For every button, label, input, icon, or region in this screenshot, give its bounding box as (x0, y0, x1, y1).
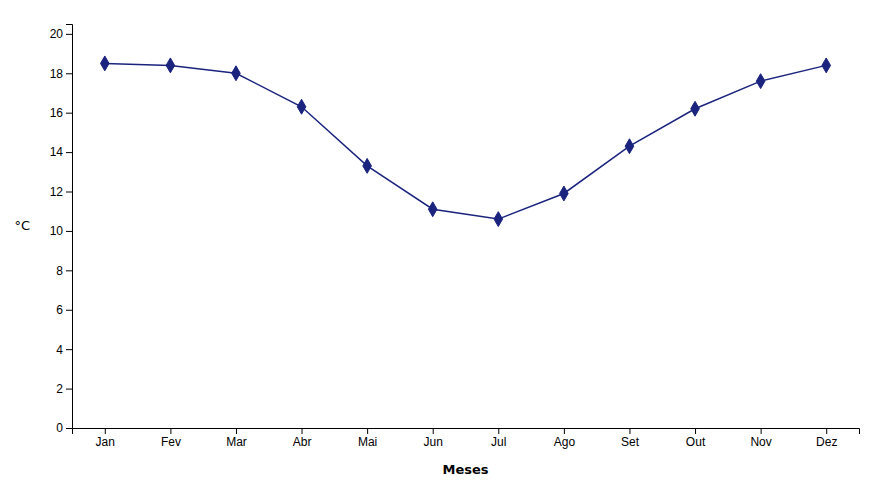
x-axis-line (73, 429, 860, 435)
x-tick: Mar (226, 428, 247, 449)
x-tick-label: Mar (226, 435, 247, 449)
y-tick: 14 (50, 145, 72, 159)
x-tick: Jun (424, 428, 443, 449)
x-tick-label: Dez (816, 435, 837, 449)
marker (560, 186, 569, 201)
y-tick-mark (66, 152, 72, 153)
x-tick-mark (367, 428, 368, 434)
y-tick: 8 (56, 264, 72, 278)
x-tick-label: Fev (161, 435, 181, 449)
y-tick-label: 12 (50, 185, 64, 199)
y-tick-label: 4 (56, 343, 63, 357)
x-tick-label: Set (621, 435, 640, 449)
x-tick-label: Nov (750, 435, 771, 449)
y-tick: 4 (56, 343, 72, 357)
y-tick-mark (66, 310, 72, 311)
x-tick-label: Ago (554, 435, 576, 449)
y-tick-mark (66, 192, 72, 193)
y-tick-label: 2 (56, 382, 63, 396)
x-tick-mark (564, 428, 565, 434)
x-tick: Ago (554, 428, 576, 449)
marker (232, 66, 241, 81)
y-tick-mark (66, 231, 72, 232)
y-tick-mark (66, 389, 72, 390)
x-tick-label: Abr (293, 435, 312, 449)
y-tick: 20 (50, 27, 72, 41)
y-tick-label: 10 (50, 224, 64, 238)
y-axis-title: °C (14, 218, 30, 233)
y-tick-mark (66, 113, 72, 114)
y-tick-mark (66, 270, 72, 271)
marker (428, 202, 437, 217)
marker (363, 158, 372, 173)
x-tick-mark (302, 428, 303, 434)
y-tick: 10 (50, 224, 72, 238)
y-tick: 16 (50, 106, 72, 120)
y-tick-mark (66, 34, 72, 35)
x-tick: Abr (293, 428, 312, 449)
x-tick-mark (498, 428, 499, 434)
x-tick-label: Jul (491, 435, 506, 449)
x-tick-mark (826, 428, 827, 434)
y-tick: 0 (56, 421, 72, 435)
marker (297, 99, 306, 114)
y-tick-mark (66, 428, 72, 429)
y-tick-label: 8 (56, 264, 63, 278)
y-tick: 18 (50, 67, 72, 81)
marker (625, 139, 634, 154)
x-tick-mark (433, 428, 434, 434)
x-tick: Mai (358, 428, 377, 449)
x-tick: Jan (96, 428, 115, 449)
x-tick-mark (170, 428, 171, 434)
y-tick: 2 (56, 382, 72, 396)
x-tick: Fev (161, 428, 181, 449)
x-tick-mark (629, 428, 630, 434)
y-tick-label: 16 (50, 106, 64, 120)
x-tick: Set (621, 428, 640, 449)
line (105, 63, 826, 219)
x-tick-label: Mai (358, 435, 377, 449)
y-axis: 0 2 4 6 8 10 12 14 16 18 20 (50, 25, 73, 436)
x-axis-title: Meses (442, 462, 488, 477)
plot-area: 0 2 4 6 8 10 12 14 16 18 20 Jan Fev Mar Abr Mai Jun Jul Ag… (50, 25, 860, 449)
x-tick-label: Jun (424, 435, 443, 449)
marker (100, 56, 109, 71)
y-tick-label: 18 (50, 67, 64, 81)
x-tick-label: Jan (96, 435, 115, 449)
y-tick-label: 0 (56, 421, 63, 435)
y-tick-label: 6 (56, 303, 63, 317)
x-tick: Out (686, 428, 706, 449)
marker (691, 101, 700, 116)
y-tick-label: 20 (50, 27, 64, 41)
marker (494, 212, 503, 227)
series (100, 56, 830, 227)
y-tick-label: 14 (50, 145, 64, 159)
y-tick: 12 (50, 185, 72, 199)
x-tick: Jul (491, 428, 506, 449)
x-tick-mark (761, 428, 762, 434)
y-tick-mark (66, 73, 72, 74)
x-tick-mark (105, 428, 106, 434)
chart: 0 2 4 6 8 10 12 14 16 18 20 Jan Fev Mar Abr Mai Jun Jul Ag… (0, 0, 885, 492)
marker (822, 58, 831, 73)
y-tick: 6 (56, 303, 72, 317)
x-tick-mark (695, 428, 696, 434)
x-tick: Dez (816, 428, 837, 449)
y-tick-mark (66, 349, 72, 350)
marker (756, 74, 765, 89)
x-tick: Nov (750, 428, 771, 449)
x-axis: Jan Fev Mar Abr Mai Jun Jul Ago Set Out Nov Dez (73, 428, 860, 449)
marker (166, 58, 175, 73)
y-axis-line (66, 25, 73, 429)
x-tick-label: Out (686, 435, 706, 449)
x-tick-mark (236, 428, 237, 434)
